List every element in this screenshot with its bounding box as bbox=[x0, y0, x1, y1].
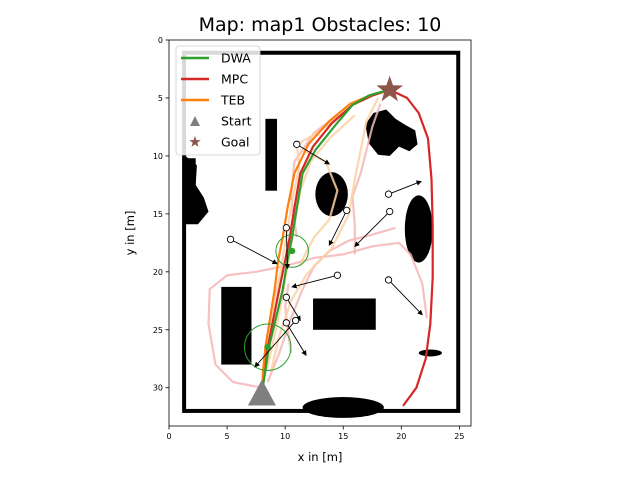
legend-label-goal: Goal bbox=[221, 135, 249, 150]
robot-position bbox=[264, 343, 271, 351]
x-tick-label: 10 bbox=[280, 432, 290, 441]
static-obstacle-rect bbox=[221, 286, 252, 365]
dynamic-obstacle bbox=[384, 276, 393, 284]
static-obstacle-ellipse bbox=[418, 349, 442, 357]
static-obstacle-rect bbox=[313, 298, 376, 330]
series-line-dwa bbox=[260, 88, 391, 395]
x-tick-label: 20 bbox=[396, 432, 406, 441]
legend-label-dwa: DWA bbox=[221, 51, 251, 66]
y-tick-label: 20 bbox=[153, 268, 163, 277]
dynamic-obstacle bbox=[282, 293, 290, 301]
static-obstacle-ellipse bbox=[315, 172, 348, 217]
y-tick-label: 5 bbox=[158, 94, 163, 103]
dynamic-obstacle bbox=[291, 316, 300, 325]
dynamic-obstacle bbox=[282, 319, 290, 327]
dynamic-obstacle bbox=[386, 207, 394, 216]
y-tick-label: 0 bbox=[158, 36, 163, 45]
obstacle-velocity-arrow bbox=[230, 238, 278, 265]
y-tick-label: 30 bbox=[153, 384, 163, 393]
chart-title: Map: map1 Obstacles: 10 bbox=[199, 14, 442, 36]
obstacle-velocity-arrow bbox=[285, 297, 301, 322]
y-tick-label: 10 bbox=[153, 152, 163, 161]
static-obstacle-ellipse bbox=[404, 195, 433, 263]
dynamic-obstacle bbox=[384, 190, 393, 198]
robot-footprint bbox=[275, 234, 309, 268]
static-obstacle-blob bbox=[185, 155, 209, 225]
series-line-teb bbox=[260, 88, 391, 395]
robot-footprint bbox=[244, 323, 292, 371]
x-tick-label: 15 bbox=[338, 432, 348, 441]
obstacle-velocity-arrow bbox=[354, 211, 391, 247]
legend-label-teb: TEB bbox=[220, 93, 245, 108]
y-axis-label: y in [m] bbox=[123, 211, 137, 256]
axes-frame bbox=[168, 39, 472, 427]
obstacle-velocity-arrow bbox=[328, 210, 348, 246]
obstacle-velocity-arrow bbox=[388, 180, 422, 195]
dynamic-obstacle bbox=[333, 271, 342, 279]
goal-marker bbox=[376, 75, 403, 102]
dynamic-obstacle bbox=[293, 140, 301, 148]
static-obstacle-rect bbox=[265, 118, 278, 191]
x-axis-ticks: 0 5 10 15 20 25 bbox=[166, 426, 464, 441]
start-goal-markers bbox=[247, 75, 403, 406]
ghost-trajectory bbox=[289, 114, 339, 238]
legend-label-mpc: MPC bbox=[221, 72, 248, 87]
obstacle-velocity-arrow bbox=[296, 143, 331, 165]
robot-footprints bbox=[244, 234, 309, 371]
x-axis-label: x in [m] bbox=[298, 450, 343, 464]
static-obstacle-ellipse bbox=[302, 397, 384, 418]
trajectories bbox=[260, 88, 434, 407]
static-obstacles bbox=[182, 50, 461, 418]
y-tick-label: 25 bbox=[153, 326, 163, 335]
dynamic-obstacle bbox=[343, 206, 351, 215]
legend: DWA MPC TEB Start Goal bbox=[175, 45, 261, 156]
obstacle-velocity-arrow bbox=[291, 274, 338, 289]
dynamic-obstacle bbox=[226, 235, 235, 244]
dynamic-obstacles bbox=[226, 140, 423, 368]
y-tick-label: 15 bbox=[153, 210, 163, 219]
plot-area bbox=[182, 50, 461, 418]
legend-label-start: Start bbox=[221, 114, 252, 129]
legend-swatch-goal bbox=[189, 136, 201, 147]
obstacle-velocity-arrow bbox=[285, 322, 307, 357]
obstacle-velocity-arrow bbox=[388, 279, 423, 316]
start-marker bbox=[247, 379, 276, 406]
x-tick-label: 25 bbox=[454, 432, 464, 441]
robot-position bbox=[288, 247, 296, 255]
x-tick-label: 0 bbox=[166, 432, 171, 441]
static-obstacle-blob bbox=[365, 109, 418, 156]
ghost-trajectory bbox=[270, 97, 380, 371]
obstacle-velocity-arrow bbox=[254, 320, 296, 368]
y-axis-ticks: 0 5 10 15 20 25 30 bbox=[153, 36, 169, 393]
dynamic-obstacle bbox=[282, 224, 290, 232]
legend-box bbox=[175, 45, 261, 156]
ghost-trajectory bbox=[351, 103, 382, 255]
obstacle-velocity-arrow bbox=[284, 227, 291, 270]
x-tick-label: 5 bbox=[225, 432, 230, 441]
legend-swatch-start bbox=[190, 116, 200, 126]
